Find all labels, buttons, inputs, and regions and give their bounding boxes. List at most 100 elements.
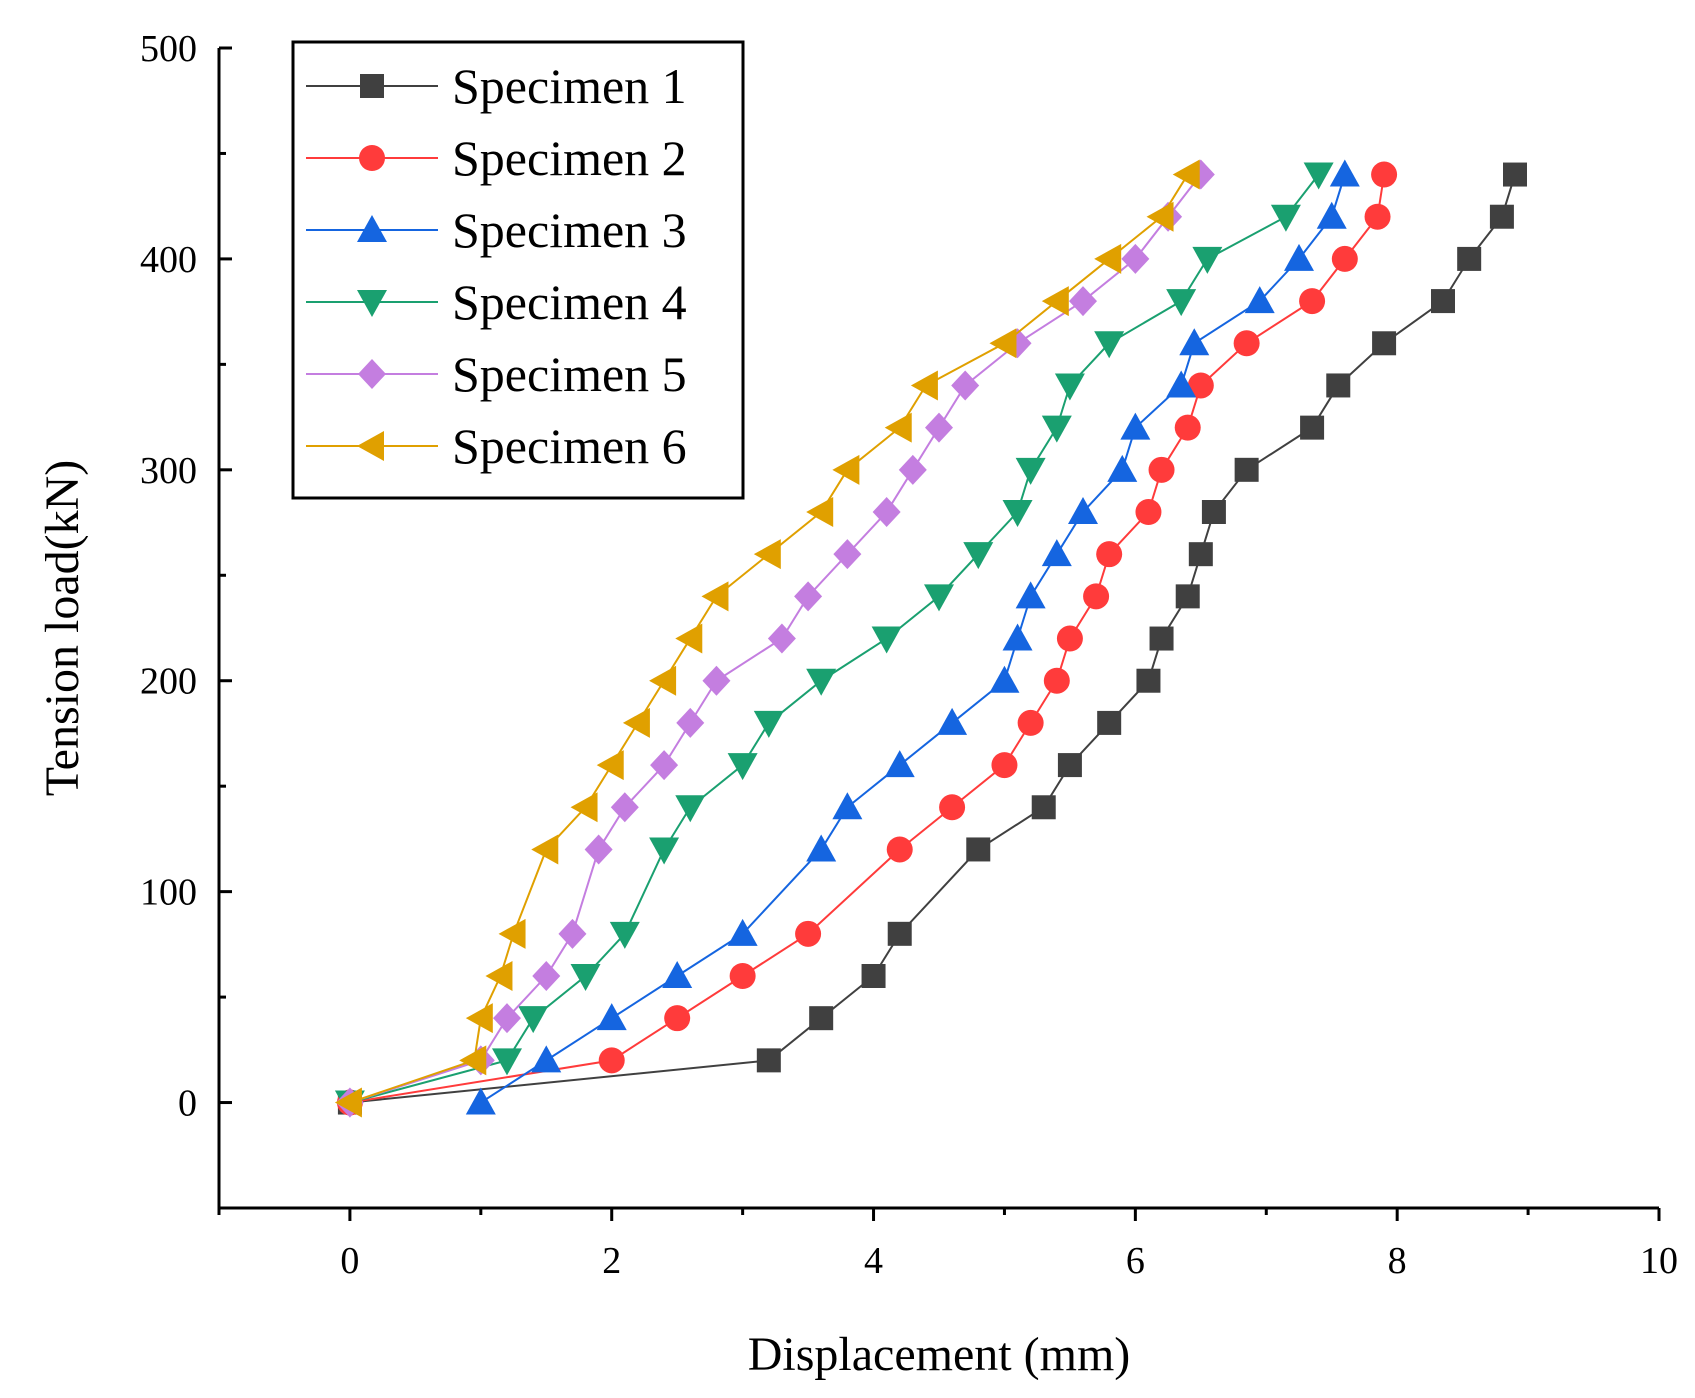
series-3 <box>465 159 1360 1115</box>
series-line <box>349 173 1320 1104</box>
y-tick-label: 500 <box>140 28 197 70</box>
data-point <box>991 752 1018 779</box>
data-point <box>963 542 994 570</box>
data-point <box>1244 286 1275 314</box>
data-point <box>806 497 834 527</box>
data-point <box>1135 499 1162 525</box>
data-point <box>910 370 938 401</box>
legend-item: Specimen 1 <box>306 58 687 114</box>
data-point <box>806 668 837 696</box>
data-point <box>937 707 968 735</box>
data-point <box>649 665 677 696</box>
data-point <box>1431 289 1455 314</box>
data-point <box>989 665 1020 693</box>
data-point <box>1094 243 1122 274</box>
y-tick-label: 100 <box>140 872 197 914</box>
legend-marker <box>360 74 384 98</box>
data-point <box>1041 415 1072 443</box>
legend-item: Specimen 5 <box>306 346 687 402</box>
data-point <box>598 1047 625 1074</box>
data-point <box>1234 457 1259 482</box>
data-point <box>1166 370 1197 398</box>
series-6 <box>334 159 1200 1118</box>
data-point <box>925 412 953 443</box>
data-point <box>531 834 559 865</box>
data-point <box>485 961 513 991</box>
legend-item: Specimen 2 <box>306 130 687 186</box>
data-point <box>1056 625 1083 652</box>
data-point <box>596 750 624 781</box>
x-tick-label: 2 <box>602 1240 621 1282</box>
x-tick-label: 8 <box>1388 1240 1407 1282</box>
data-point <box>756 1048 781 1073</box>
data-point <box>939 794 966 821</box>
data-point <box>1187 372 1214 399</box>
data-point <box>493 1003 521 1034</box>
data-point <box>1121 243 1150 274</box>
data-point <box>832 454 860 485</box>
data-point <box>1174 414 1201 441</box>
data-point <box>334 1087 362 1118</box>
y-tick-label: 0 <box>178 1083 197 1125</box>
y-axis-title: Tension load(kN) <box>36 460 89 797</box>
data-point <box>498 918 526 949</box>
x-tick-label: 0 <box>340 1240 359 1282</box>
series-line <box>349 173 1202 1104</box>
data-point <box>966 837 991 862</box>
data-point <box>753 539 781 570</box>
data-point <box>492 1048 522 1076</box>
series-5 <box>335 159 1215 1118</box>
data-point <box>1503 162 1527 187</box>
data-point <box>1015 457 1046 485</box>
ticks: 0 100 200 300 400 500 0 2 4 6 8 10 <box>140 28 1678 1282</box>
data-point <box>1371 161 1398 188</box>
data-point <box>1457 246 1482 271</box>
data-point <box>1120 412 1151 440</box>
data-point <box>1002 623 1033 651</box>
data-point <box>1054 373 1085 401</box>
data-point <box>989 328 1017 359</box>
data-point <box>729 963 756 989</box>
data-point <box>871 626 902 654</box>
series <box>334 159 1527 1118</box>
data-point <box>861 964 886 988</box>
data-point <box>884 750 915 778</box>
data-point <box>1233 330 1260 357</box>
legend-marker <box>358 359 386 389</box>
legend-marker <box>359 145 385 171</box>
data-point <box>1041 286 1069 317</box>
data-point <box>794 581 823 612</box>
data-point <box>924 584 954 612</box>
data-point <box>809 1006 834 1031</box>
series-line <box>349 174 1516 1104</box>
series-4 <box>334 162 1334 1118</box>
data-point <box>1068 497 1098 524</box>
data-point <box>596 1003 627 1031</box>
data-point <box>610 792 639 823</box>
data-point <box>1284 243 1314 271</box>
y-tick-label: 400 <box>140 239 197 281</box>
data-point <box>702 665 731 696</box>
data-point <box>1175 584 1200 609</box>
legend-marker <box>357 290 387 317</box>
x-tick-label: 10 <box>1640 1240 1678 1282</box>
data-point <box>1303 162 1334 190</box>
y-tick-label: 200 <box>140 661 197 703</box>
data-point <box>1097 710 1122 735</box>
data-point <box>1149 626 1174 651</box>
data-point <box>1188 542 1213 567</box>
data-point <box>570 792 598 823</box>
data-point <box>884 412 912 443</box>
legend-label: Specimen 4 <box>452 274 687 330</box>
data-point <box>753 710 784 738</box>
data-point <box>664 1005 691 1032</box>
data-point <box>532 961 561 991</box>
data-point <box>1316 201 1347 229</box>
legend-label: Specimen 1 <box>452 58 687 114</box>
series-line <box>349 174 1189 1104</box>
data-point <box>951 370 980 401</box>
data-point <box>1364 203 1391 230</box>
data-point <box>887 921 912 946</box>
data-point <box>872 497 901 527</box>
